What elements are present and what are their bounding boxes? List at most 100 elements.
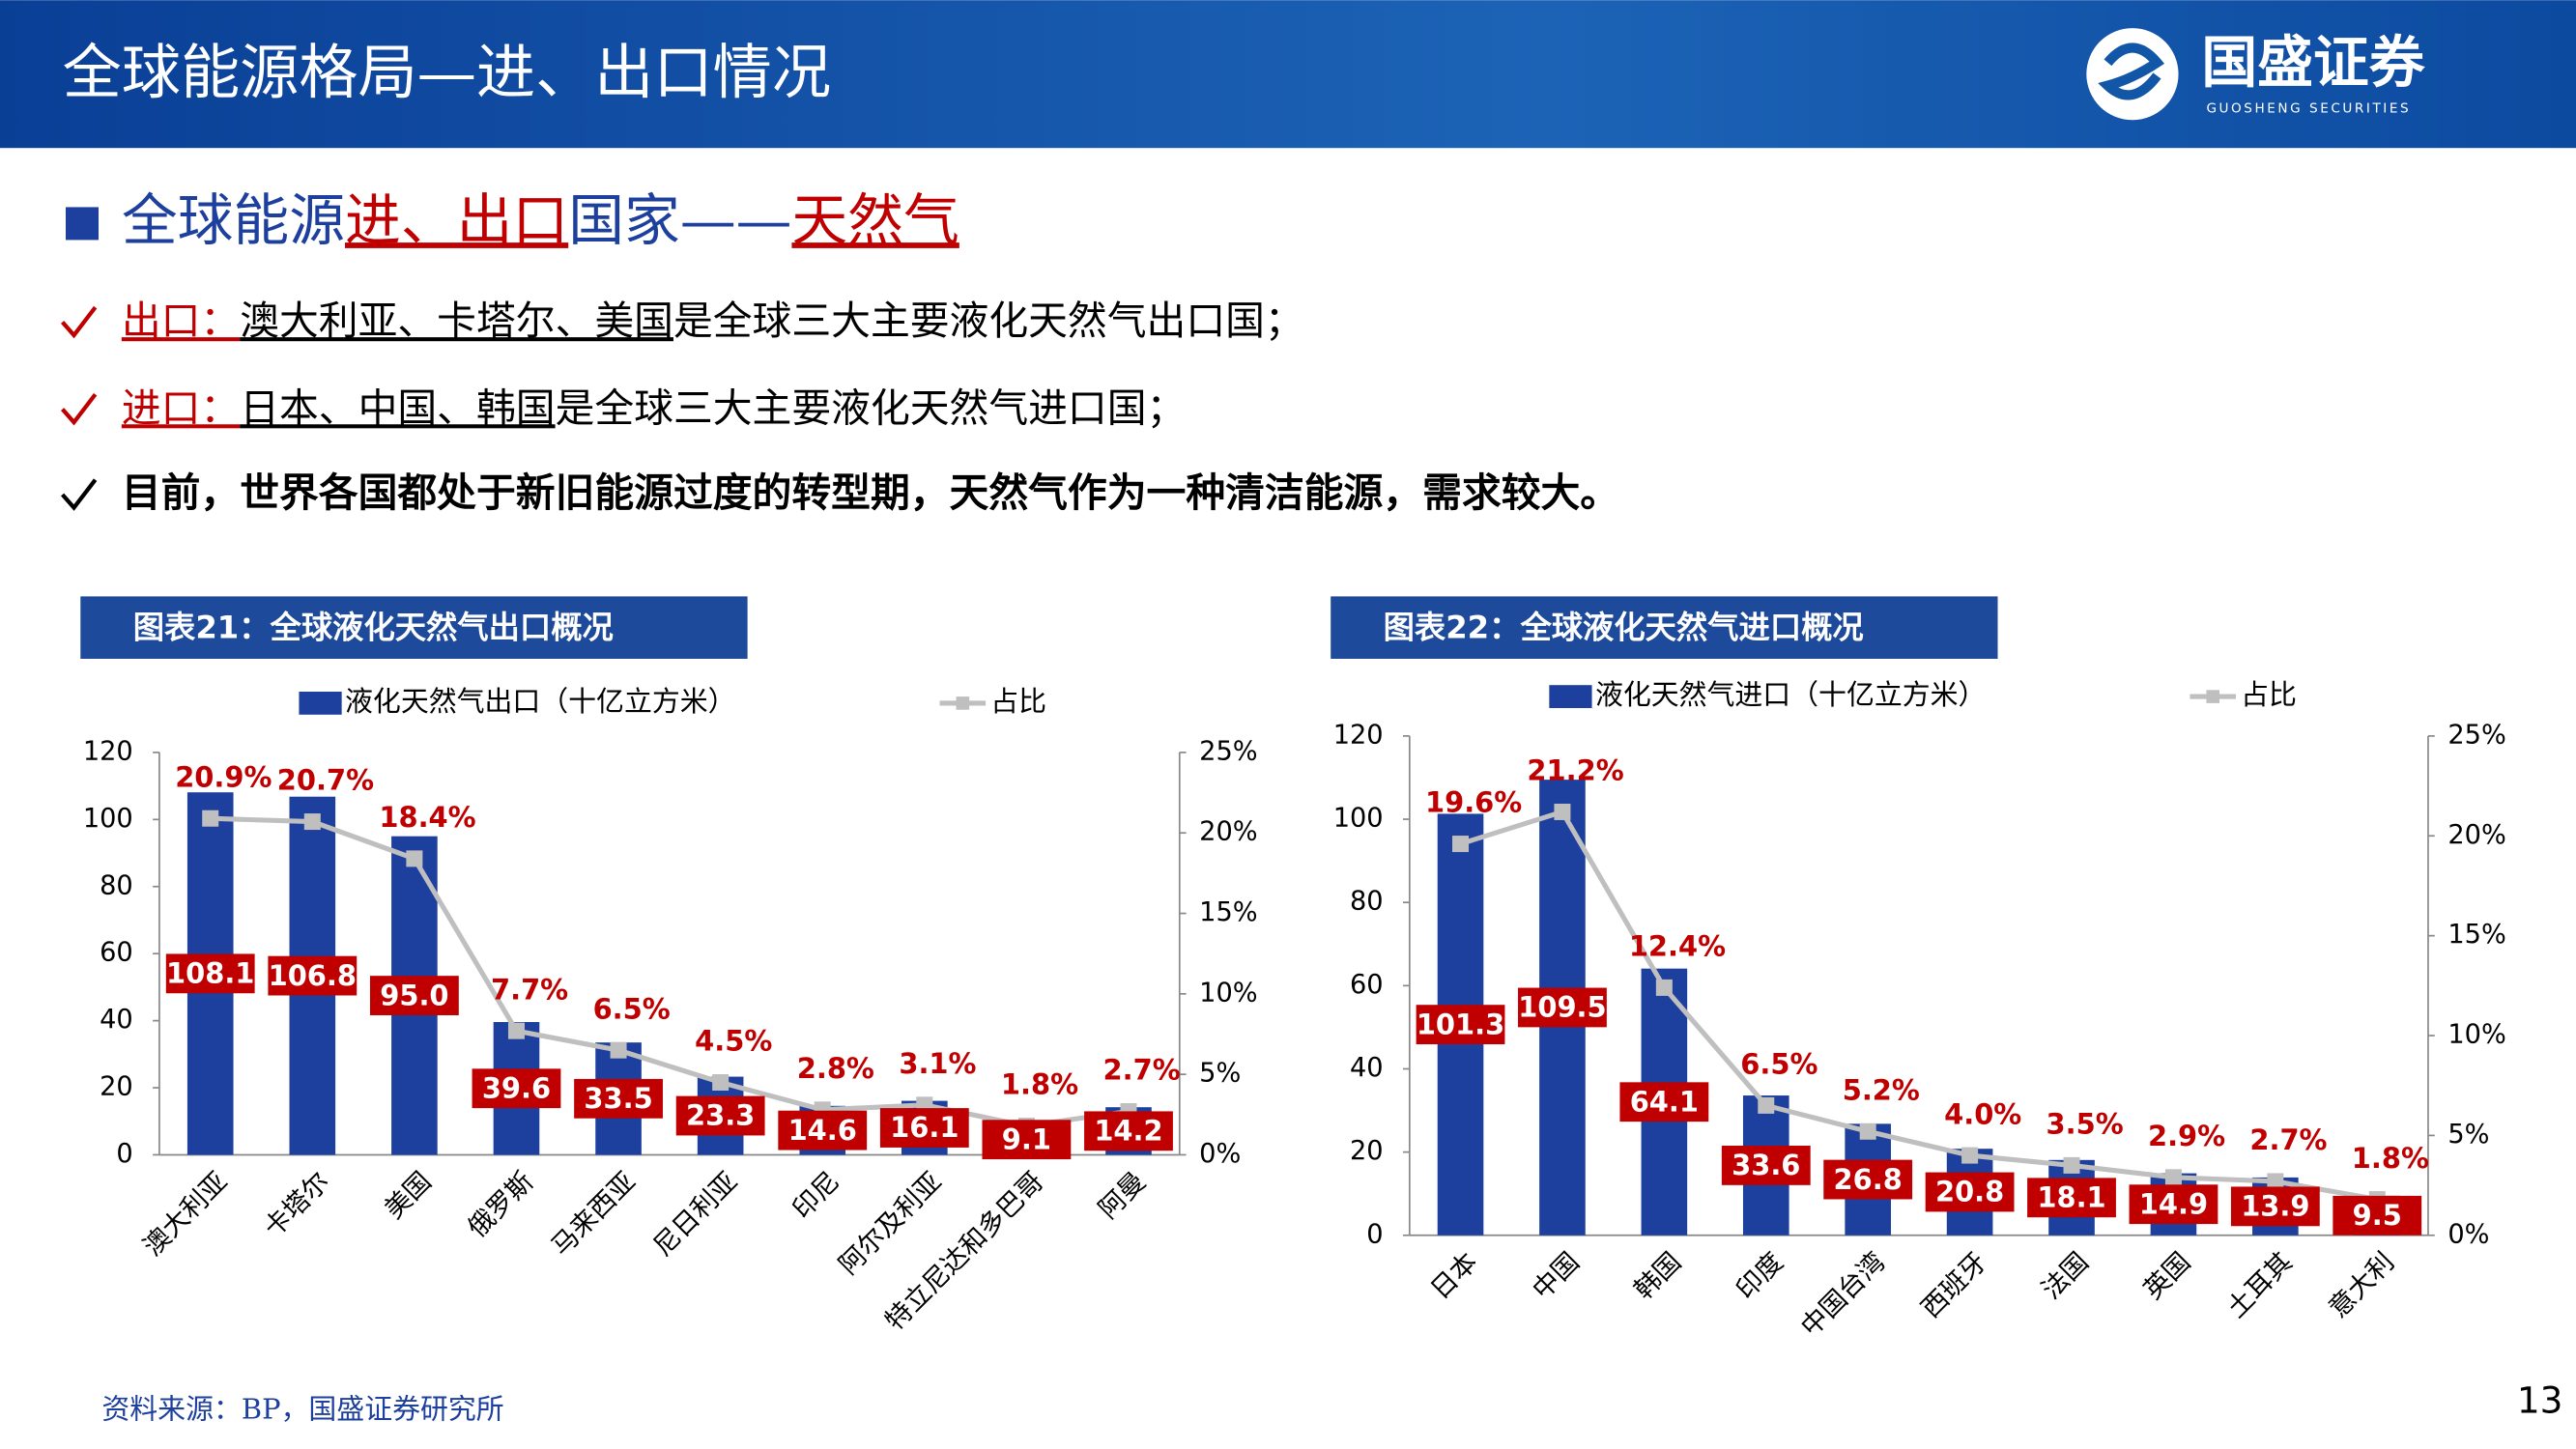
data-label-box <box>1084 1111 1173 1151</box>
bullet-subject: 澳大利亚、卡塔尔、美国 <box>240 298 673 344</box>
chart-title: 图表21：全球液化天然气出口概况 <box>133 609 614 645</box>
line-marker <box>1554 803 1571 820</box>
y-tick-label: 20 <box>1350 1136 1384 1166</box>
y-tick-label: 80 <box>1350 887 1384 917</box>
y2-tick-label: 25% <box>1199 736 1257 766</box>
y2-tick-label: 5% <box>1199 1059 1241 1089</box>
y-tick-label: 120 <box>1333 720 1384 750</box>
check-icon <box>61 392 98 426</box>
y-tick-label: 120 <box>83 736 133 766</box>
data-label: 106.8 <box>269 959 357 992</box>
line-marker <box>1859 1122 1876 1140</box>
y-tick-label: 40 <box>100 1005 133 1035</box>
data-label: 33.5 <box>584 1082 652 1115</box>
bullet: 出口：澳大利亚、卡塔尔、美国是全球三大主要液化天然气出口国； <box>122 298 1304 344</box>
data-label: 7.7% <box>491 973 568 1006</box>
y2-tick-label: 10% <box>1199 978 1257 1008</box>
y-tick-label: 60 <box>1350 970 1384 1000</box>
data-label: 14.2 <box>1094 1115 1162 1148</box>
x-tick-label: 法国 <box>2036 1247 2094 1305</box>
data-label: 2.8% <box>797 1052 874 1085</box>
data-label: 2.9% <box>2148 1120 2225 1152</box>
data-label: 1.8% <box>1001 1068 1078 1101</box>
check-icon <box>61 478 98 511</box>
line-marker <box>303 813 321 831</box>
data-label-box <box>1416 1005 1505 1045</box>
section-heading: 全球能源进、出口国家——天然气 <box>122 187 959 253</box>
line-marker <box>1961 1147 1979 1164</box>
data-label-box <box>1518 987 1607 1028</box>
data-label-box <box>675 1095 765 1136</box>
y2-tick-label: 5% <box>2447 1120 2489 1150</box>
data-label-box <box>2333 1195 2422 1236</box>
line-marker <box>406 850 423 867</box>
data-label: 108.1 <box>166 957 254 990</box>
check-icon <box>61 305 98 339</box>
data-label: 20.9% <box>175 760 272 793</box>
data-label: 4.5% <box>695 1025 772 1058</box>
x-tick-label: 英国 <box>2138 1247 2196 1305</box>
x-tick-label: 尼日利亚 <box>648 1167 744 1263</box>
x-tick-label: 阿曼 <box>1093 1167 1151 1225</box>
data-label: 13.9 <box>2241 1190 2309 1223</box>
y2-tick-label: 20% <box>2447 820 2505 850</box>
x-tick-label: 马来西亚 <box>546 1167 642 1263</box>
data-label-box <box>472 1068 561 1109</box>
line-marker <box>1758 1096 1775 1114</box>
chart-title: 图表22：全球液化天然气进口概况 <box>1384 609 1864 645</box>
y-tick-label: 60 <box>100 938 133 968</box>
data-label: 4.0% <box>1944 1097 2021 1130</box>
y2-tick-label: 10% <box>2447 1020 2505 1050</box>
x-tick-label: 澳大利亚 <box>138 1167 234 1263</box>
y-tick-label: 100 <box>83 804 133 834</box>
data-label: 9.5 <box>2353 1199 2402 1232</box>
y2-tick-label: 15% <box>2447 920 2505 950</box>
data-label-box <box>778 1110 868 1151</box>
data-label: 5.2% <box>1843 1073 1920 1106</box>
bullet-text: 是全球三大主要液化天然气出口国； <box>673 298 1304 344</box>
x-tick-label: 卡塔尔 <box>259 1167 336 1244</box>
logo: 国盛证券 GUOSHENG SECURITIES <box>2086 28 2426 121</box>
data-label: 39.6 <box>482 1071 551 1104</box>
section-marker <box>66 207 100 241</box>
heading-part: 全球能源 <box>122 187 345 253</box>
data-label-box <box>369 976 459 1015</box>
y-tick-label: 20 <box>100 1072 133 1102</box>
data-label: 18.1 <box>2037 1180 2105 1213</box>
data-label-box <box>2129 1184 2218 1225</box>
data-label: 6.5% <box>1740 1048 1818 1081</box>
data-label: 21.2% <box>1527 754 1623 787</box>
x-tick-label: 西班牙 <box>1916 1247 1993 1324</box>
legend-label: 液化天然气进口（十亿立方米） <box>1595 678 1986 711</box>
line <box>1459 809 2378 1203</box>
y2-tick-label: 15% <box>1199 897 1257 927</box>
y2-tick-label: 25% <box>2447 720 2505 750</box>
line-marker <box>1655 979 1673 996</box>
legend-swatch <box>299 691 342 715</box>
bullet: 进口：日本、中国、韩国是全球三大主要液化天然气进口国； <box>122 384 1187 431</box>
x-tick-label: 印尼 <box>787 1167 845 1225</box>
data-label: 6.5% <box>593 992 671 1025</box>
x-tick-label: 中国台湾 <box>1795 1247 1891 1343</box>
data-label-box <box>268 955 358 996</box>
y2-tick-label: 0% <box>1199 1139 1241 1169</box>
heading-part: 国家—— <box>568 187 791 253</box>
x-tick-label: 日本 <box>1425 1247 1483 1305</box>
data-label: 64.1 <box>1630 1085 1699 1118</box>
bullet-text: 是全球三大主要液化天然气进口国； <box>556 384 1187 431</box>
data-label: 2.7% <box>2249 1123 2327 1156</box>
legend-label: 液化天然气出口（十亿立方米） <box>345 685 735 718</box>
bullet-subject: 日本、中国、韩国 <box>240 384 555 431</box>
data-label-box <box>2027 1178 2116 1218</box>
x-tick-label: 意大利 <box>2324 1247 2401 1324</box>
data-label-box <box>982 1120 1072 1160</box>
x-tick-label: 土耳其 <box>2221 1247 2299 1324</box>
data-label-box <box>1721 1146 1811 1185</box>
legend-marker <box>956 696 970 710</box>
line <box>210 815 1130 1129</box>
data-label: 3.5% <box>2046 1108 2124 1141</box>
line-marker <box>507 1022 525 1039</box>
line-marker <box>610 1041 627 1059</box>
data-label: 23.3 <box>686 1099 755 1132</box>
